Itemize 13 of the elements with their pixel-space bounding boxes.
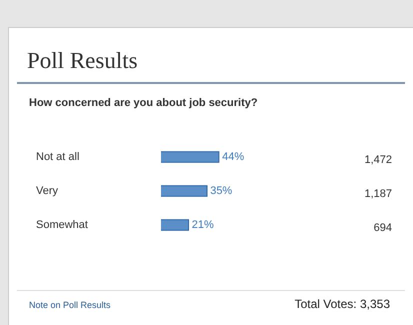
- y-tick-label: Somewhat: [36, 219, 88, 232]
- data-label: 44%: [222, 151, 244, 164]
- chart-subtitle: How concerned are you about job security?: [29, 97, 258, 109]
- data-label: 21%: [192, 219, 214, 232]
- data-label: 35%: [210, 185, 232, 198]
- text: 694: [374, 222, 392, 234]
- y-tick-label: Very: [36, 185, 59, 198]
- text: Total Votes: 3,353: [294, 297, 390, 311]
- text: 1,472: [364, 154, 392, 166]
- text: 1,187: [364, 188, 392, 200]
- chart-title: Poll Results: [27, 48, 138, 74]
- text: Note on Poll Results: [29, 300, 111, 310]
- y-tick-label: Not at all: [36, 151, 80, 164]
